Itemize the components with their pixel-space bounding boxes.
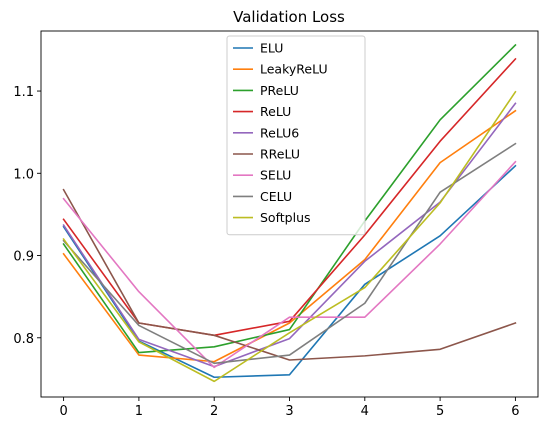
series-line-prelu xyxy=(62,43,517,354)
y-tick-label: 1.0 xyxy=(13,167,34,182)
legend: ELU LeakyReLU PReLU ReLU ReLU6 RReLU SELU CELU S… xyxy=(226,35,366,236)
series-line-leakyrelu xyxy=(62,109,517,363)
y-tick-label: 0.8 xyxy=(13,332,34,347)
series-line-rrelu xyxy=(62,188,517,361)
legend-label-relu6: ReLU6 xyxy=(260,125,299,140)
y-tick-label: 1.1 xyxy=(13,85,34,100)
x-tick-label: 2 xyxy=(210,404,218,419)
x-tick-label: 6 xyxy=(511,404,519,419)
legend-label-celu: CELU xyxy=(260,189,292,204)
x-tick-label: 4 xyxy=(361,404,369,419)
x-tick-label: 5 xyxy=(436,404,444,419)
y-tick-label: 0.9 xyxy=(13,250,34,265)
legend-label-selu: SELU xyxy=(260,168,291,183)
legend-label-leakyrelu: LeakyReLU xyxy=(260,62,328,77)
chart-title: Validation Loss xyxy=(233,8,345,26)
series-layer xyxy=(62,43,517,383)
series-line-selu xyxy=(62,160,517,369)
axes-layer: 0 1 2 3 4 5 6 0.8 0.9 1.0 1.1 xyxy=(13,30,539,419)
legend-box xyxy=(226,35,366,236)
x-tick-label: 0 xyxy=(59,404,67,419)
legend-label-elu: ELU xyxy=(260,41,283,56)
x-tick-label: 3 xyxy=(285,404,293,419)
legend-label-softplus: Softplus xyxy=(260,210,311,225)
x-tick-label: 1 xyxy=(135,404,143,419)
legend-label-relu: ReLU xyxy=(260,104,291,119)
series-line-celu xyxy=(62,142,517,365)
series-line-softplus xyxy=(62,90,517,383)
legend-label-prelu: PReLU xyxy=(260,83,299,98)
legend-label-rrelu: RReLU xyxy=(260,147,300,162)
